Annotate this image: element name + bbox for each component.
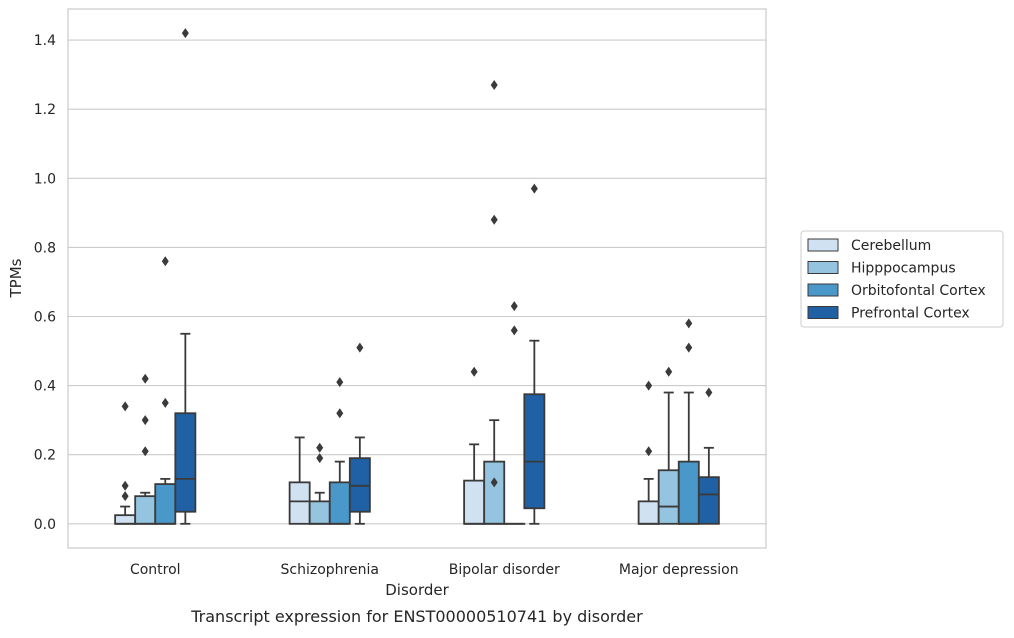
box-1-3	[659, 367, 679, 524]
box-3-3	[699, 388, 719, 524]
box-0-3	[639, 381, 659, 524]
x-tick-label: Bipolar disorder	[449, 562, 560, 578]
legend-swatch	[808, 284, 838, 296]
box-0-1	[290, 437, 310, 523]
outlier-point	[336, 408, 343, 418]
outlier-point	[122, 481, 129, 491]
box-body	[290, 482, 310, 523]
legend-label: Prefrontal Cortex	[851, 306, 970, 322]
y-axis-ticks: 0.0 0.2 0.4 0.6 0.8 1.0 1.2 1.4	[34, 33, 56, 533]
x-axis-label: Disorder	[385, 581, 449, 599]
box-body	[155, 484, 175, 524]
y-tick-label: 1.0	[34, 171, 56, 187]
outlier-point	[316, 443, 323, 453]
outlier-point	[491, 215, 498, 225]
y-axis-label: TPMs	[7, 258, 25, 298]
legend-swatch	[808, 239, 838, 251]
box-2-1	[330, 377, 350, 524]
grid-layer	[68, 40, 766, 524]
x-tick-label: Major depression	[619, 562, 739, 578]
box-body	[484, 462, 504, 524]
outlier-point	[182, 28, 189, 38]
box-body	[524, 394, 544, 508]
y-tick-label: 0.6	[34, 310, 56, 326]
boxes-layer	[115, 28, 719, 524]
box-body	[330, 482, 350, 523]
box-2-0	[155, 256, 175, 524]
box-1-2	[484, 80, 504, 524]
legend-swatch	[808, 262, 838, 274]
box-body	[464, 481, 484, 524]
outlier-point	[122, 401, 129, 411]
legend-swatch	[808, 307, 838, 319]
outlier-point	[685, 318, 692, 328]
legend-label: Cerebellum	[851, 238, 931, 254]
x-tick-label: Schizophrenia	[281, 562, 379, 578]
chart-caption: Transcript expression for ENST0000051074…	[190, 607, 643, 626]
box-body	[659, 470, 679, 524]
outlier-point	[511, 325, 518, 335]
box-3-0	[175, 28, 195, 524]
box-body	[175, 413, 195, 511]
outlier-point	[162, 256, 169, 266]
box-body	[310, 501, 330, 523]
outlier-point	[511, 301, 518, 311]
y-tick-label: 0.4	[34, 379, 56, 395]
box-0-0	[115, 401, 135, 523]
legend-label: Hipppocampus	[851, 261, 956, 277]
plot-frame	[68, 9, 766, 548]
box-body	[679, 462, 699, 524]
y-tick-label: 1.2	[34, 102, 56, 118]
legend-label: Orbitofontal Cortex	[851, 283, 986, 299]
box-body	[699, 477, 719, 524]
y-tick-label: 1.4	[34, 33, 56, 49]
box-3-2	[524, 184, 544, 524]
outlier-point	[491, 80, 498, 90]
outlier-point	[471, 367, 478, 377]
outlier-point	[162, 398, 169, 408]
box-2-3	[679, 318, 699, 523]
y-tick-label: 0.8	[34, 240, 56, 256]
outlier-point	[122, 491, 129, 501]
outlier-point	[142, 374, 149, 384]
outlier-point	[356, 343, 363, 353]
x-tick-label: Control	[130, 562, 181, 578]
y-tick-label: 0.2	[34, 448, 56, 464]
outlier-point	[685, 343, 692, 353]
box-2-2	[504, 301, 524, 524]
box-1-0	[135, 374, 155, 524]
box-3-1	[350, 343, 370, 524]
outlier-point	[645, 381, 652, 391]
box-0-2	[464, 367, 484, 524]
outlier-point	[142, 415, 149, 425]
outlier-point	[705, 388, 712, 398]
legend: Cerebellum Hipppocampus Orbitofontal Corte…	[801, 231, 1003, 327]
box-body	[115, 515, 135, 524]
outlier-point	[665, 367, 672, 377]
box-body	[135, 496, 155, 524]
box-body	[639, 501, 659, 523]
y-tick-label: 0.0	[34, 517, 56, 533]
x-axis-ticks: Control Schizophrenia Bipolar disorder Majo…	[130, 562, 739, 578]
outlier-point	[531, 184, 538, 194]
